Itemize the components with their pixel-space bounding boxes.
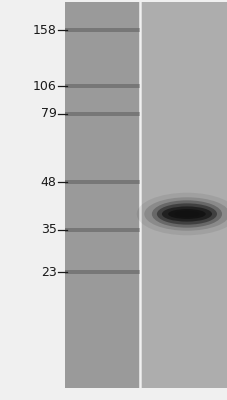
Ellipse shape <box>161 206 211 222</box>
Ellipse shape <box>174 211 199 217</box>
Text: 23: 23 <box>41 266 56 278</box>
Text: 106: 106 <box>33 80 56 92</box>
Bar <box>65 112 140 116</box>
Ellipse shape <box>136 193 227 235</box>
Ellipse shape <box>144 197 227 231</box>
Bar <box>65 228 140 232</box>
Ellipse shape <box>168 209 205 219</box>
Bar <box>65 28 140 32</box>
Text: 48: 48 <box>40 176 56 188</box>
Bar <box>140 2 227 388</box>
Bar <box>65 270 140 274</box>
Text: 79: 79 <box>40 108 56 120</box>
Bar <box>65 2 140 388</box>
Text: 35: 35 <box>40 224 56 236</box>
Bar <box>65 180 140 184</box>
Bar <box>138 2 141 388</box>
Bar <box>0 2 65 388</box>
Ellipse shape <box>156 203 216 225</box>
Bar <box>65 84 140 88</box>
Text: 158: 158 <box>32 24 56 36</box>
Ellipse shape <box>151 200 221 228</box>
